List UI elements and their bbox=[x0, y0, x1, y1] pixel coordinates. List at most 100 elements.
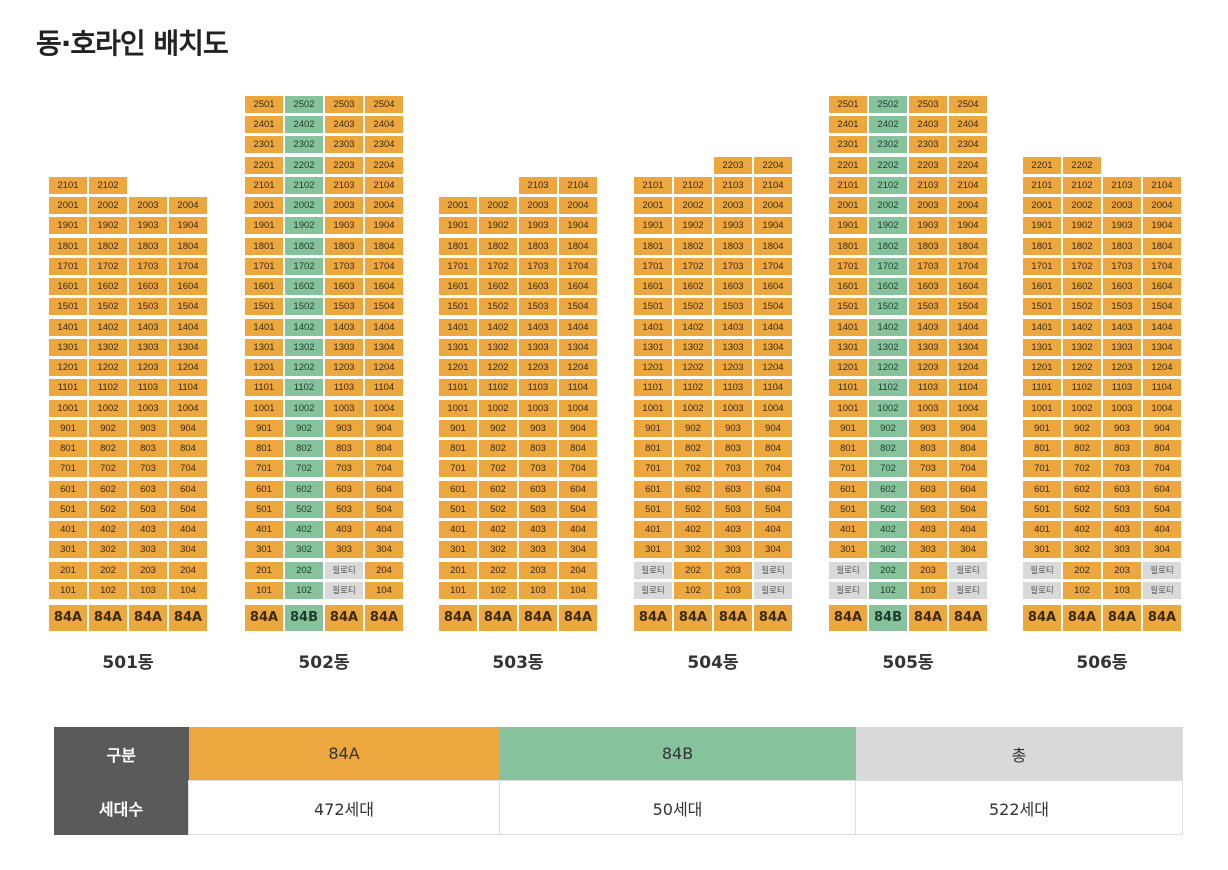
unit-cell: 1901 bbox=[828, 216, 868, 236]
unit-cell: 2503 bbox=[908, 94, 948, 114]
unit-cell: 801 bbox=[633, 439, 673, 458]
unit-cell: 804 bbox=[753, 439, 793, 458]
unit-cell: 1501 bbox=[633, 297, 673, 317]
unit-cell: 1903 bbox=[1102, 216, 1142, 236]
unit-cell: 404 bbox=[168, 520, 208, 539]
unit-cell: 101 bbox=[244, 580, 284, 600]
unit-cell: 2001 bbox=[244, 196, 284, 215]
unit-cell: 2003 bbox=[1102, 196, 1142, 215]
unit-cell: 1601 bbox=[633, 277, 673, 296]
unit-cell: 1001 bbox=[438, 398, 478, 418]
unit-cell: 802 bbox=[673, 439, 713, 458]
summary-count-row: 세대수 472세대 50세대 522세대 bbox=[54, 780, 1183, 835]
unit-cell: 2301 bbox=[828, 135, 868, 155]
unit-cell: 1403 bbox=[324, 317, 364, 337]
unit-cell: 1404 bbox=[948, 317, 988, 337]
unit-cell: 1404 bbox=[558, 317, 598, 337]
unit-cell: 1801 bbox=[1022, 236, 1062, 256]
unit-cell: 101 bbox=[438, 580, 478, 600]
unit-cell: 604 bbox=[558, 479, 598, 499]
unit-cell: 1804 bbox=[168, 236, 208, 256]
unit-cell: 503 bbox=[128, 499, 168, 519]
unit-cell: 1603 bbox=[128, 277, 168, 296]
unit-cell: 1301 bbox=[633, 337, 673, 357]
unit-cell: 1302 bbox=[284, 337, 324, 357]
unit-cell: 1003 bbox=[713, 398, 753, 418]
unit-cell: 2404 bbox=[364, 115, 404, 134]
unit-cell: 803 bbox=[908, 439, 948, 458]
unit-cell: 1201 bbox=[48, 358, 88, 377]
unit-cell: 2102 bbox=[1062, 175, 1102, 195]
unit-cell: 2103 bbox=[713, 175, 753, 195]
unit-cell: 303 bbox=[908, 540, 948, 560]
unit-cell: 402 bbox=[88, 520, 128, 539]
unit-cell: 802 bbox=[478, 439, 518, 458]
unit-cell: 1004 bbox=[168, 398, 208, 418]
unit-cell: 701 bbox=[1022, 459, 1062, 479]
unit-cell: 1302 bbox=[88, 337, 128, 357]
unit-cell: 703 bbox=[128, 459, 168, 479]
unit-cell: 1904 bbox=[364, 216, 404, 236]
unit-cell: 703 bbox=[713, 459, 753, 479]
unit-cell: 1804 bbox=[364, 236, 404, 256]
unit-cell: 1201 bbox=[828, 358, 868, 377]
unit-cell: 803 bbox=[713, 439, 753, 458]
unit-cell: 2103 bbox=[518, 175, 558, 195]
unit-cell: 1804 bbox=[558, 236, 598, 256]
unit-cell: 필로티 bbox=[324, 580, 364, 600]
unit-cell: 801 bbox=[244, 439, 284, 458]
unit-cell: 1203 bbox=[128, 358, 168, 377]
unit-cell: 603 bbox=[324, 479, 364, 499]
unit-cell: 2004 bbox=[168, 196, 208, 215]
unit-cell: 901 bbox=[244, 418, 284, 438]
unit-cell: 302 bbox=[868, 540, 908, 560]
unit-cell: 1204 bbox=[558, 358, 598, 377]
unit-cell: 603 bbox=[128, 479, 168, 499]
unit-type-label: 84A bbox=[478, 604, 518, 632]
unit-cell: 1901 bbox=[1022, 216, 1062, 236]
unit-type-label: 84A bbox=[438, 604, 478, 632]
unit-cell: 103 bbox=[128, 580, 168, 600]
unit-cell: 1002 bbox=[88, 398, 128, 418]
unit-cell: 2302 bbox=[284, 135, 324, 155]
unit-cell: 2003 bbox=[324, 196, 364, 215]
unit-cell: 1901 bbox=[48, 216, 88, 236]
unit-cell: 703 bbox=[908, 459, 948, 479]
unit-type-label: 84A bbox=[1062, 604, 1102, 632]
unit-cell: 2203 bbox=[713, 155, 753, 175]
unit-cell: 2001 bbox=[438, 196, 478, 215]
unit-cell: 1603 bbox=[518, 277, 558, 296]
unit-cell: 1504 bbox=[948, 297, 988, 317]
unit-cell: 1303 bbox=[324, 337, 364, 357]
unit-cell: 1602 bbox=[673, 277, 713, 296]
unit-cell: 1503 bbox=[324, 297, 364, 317]
unit-cell: 702 bbox=[284, 459, 324, 479]
unit-cell: 1803 bbox=[713, 236, 753, 256]
summary-type-84b: 84B bbox=[499, 727, 856, 781]
unit-cell: 2303 bbox=[324, 135, 364, 155]
unit-cell: 2101 bbox=[1022, 175, 1062, 195]
unit-cell: 2001 bbox=[828, 196, 868, 215]
unit-cell: 2104 bbox=[753, 175, 793, 195]
unit-cell: 1701 bbox=[633, 256, 673, 276]
unit-cell: 504 bbox=[558, 499, 598, 519]
unit-cell: 804 bbox=[948, 439, 988, 458]
unit-cell: 202 bbox=[478, 560, 518, 580]
unit-cell: 102 bbox=[88, 580, 128, 600]
unit-cell: 402 bbox=[478, 520, 518, 539]
unit-cell: 1704 bbox=[364, 256, 404, 276]
unit-cell: 703 bbox=[1102, 459, 1142, 479]
unit-cell: 503 bbox=[1102, 499, 1142, 519]
unit-cell: 803 bbox=[128, 439, 168, 458]
unit-cell: 2202 bbox=[868, 155, 908, 175]
unit-cell: 2504 bbox=[948, 94, 988, 114]
unit-cell: 1602 bbox=[1062, 277, 1102, 296]
unit-cell: 1804 bbox=[1142, 236, 1182, 256]
unit-cell: 1301 bbox=[244, 337, 284, 357]
unit-cell: 1201 bbox=[633, 358, 673, 377]
unit-cell: 1704 bbox=[168, 256, 208, 276]
unit-cell: 1802 bbox=[868, 236, 908, 256]
unit-cell: 902 bbox=[478, 418, 518, 438]
unit-cell: 2402 bbox=[868, 115, 908, 134]
unit-cell: 2504 bbox=[364, 94, 404, 114]
